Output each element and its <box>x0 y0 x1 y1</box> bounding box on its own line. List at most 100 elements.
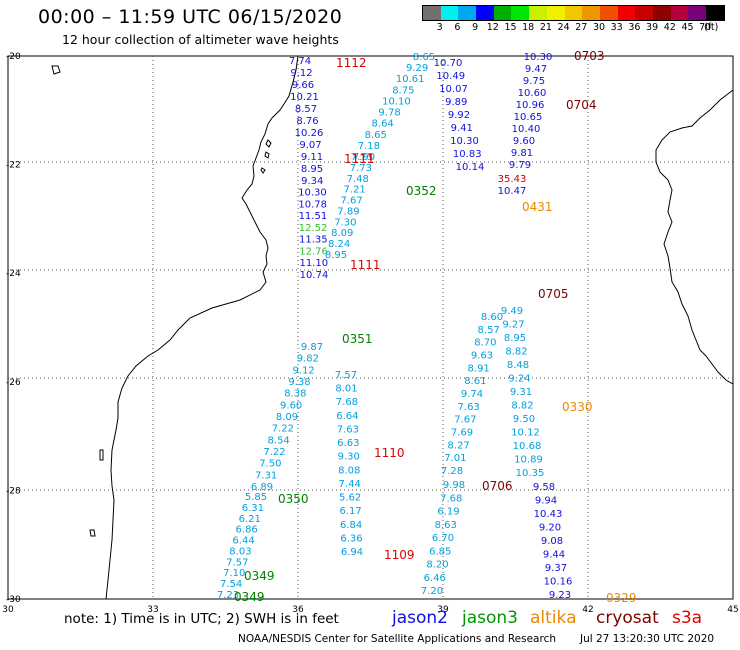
wave-height-value: 9.49 <box>501 306 523 317</box>
wave-height-value: 9.94 <box>535 496 557 507</box>
wave-height-value: 5.62 <box>339 493 361 504</box>
color-scale-tick: 15 <box>504 22 517 33</box>
track-time-label: 0431 <box>522 200 553 214</box>
wave-height-value: 8.09 <box>276 412 298 423</box>
wave-height-value: 7.23 <box>217 590 239 601</box>
wave-height-value: 8.82 <box>505 347 527 358</box>
wave-height-value: 9.66 <box>292 80 314 91</box>
color-swatch <box>476 6 494 20</box>
wave-height-value: 7.48 <box>347 174 369 185</box>
color-scale-tick: 27 <box>575 22 588 33</box>
wave-height-value: 9.31 <box>510 387 532 398</box>
island-icon <box>260 167 266 174</box>
legend-jason3: jason3 <box>462 608 518 628</box>
color-swatch <box>493 6 512 20</box>
color-swatch <box>546 6 565 20</box>
wave-height-value: 8.54 <box>268 435 290 446</box>
wave-height-value: 12.52 <box>299 223 328 234</box>
wave-height-value: 10.47 <box>498 186 527 197</box>
wave-height-value: 7.18 <box>358 141 380 152</box>
wave-height-value: 9.38 <box>288 377 310 388</box>
wave-height-value: 9.47 <box>525 64 547 75</box>
wave-height-value: 10.30 <box>524 52 553 63</box>
credit-text: NOAA/NESDIS Center for Satellite Applica… <box>238 633 556 645</box>
wave-height-value: 10.49 <box>436 71 465 82</box>
wave-height-value: 9.24 <box>508 374 530 385</box>
wave-height-value: 8.95 <box>325 250 347 261</box>
color-scale-tick: 36 <box>628 22 641 33</box>
wave-height-value: 7.68 <box>336 397 358 408</box>
wave-height-value: 9.82 <box>297 354 319 365</box>
wave-height-value: 9.12 <box>290 68 312 79</box>
color-swatch <box>582 6 600 20</box>
color-scale-tick: 24 <box>557 22 570 33</box>
wave-height-value: 7.20 <box>421 586 443 597</box>
color-scale-tick: 6 <box>454 22 461 33</box>
color-scale-tick: 21 <box>539 22 552 33</box>
wave-height-value: 7.21 <box>344 185 366 196</box>
wave-height-value: 10.14 <box>456 162 485 173</box>
legend-s3a: s3a <box>672 608 703 628</box>
wave-height-value: 7.57 <box>226 557 248 568</box>
wave-height-value: 9.58 <box>533 482 555 493</box>
wave-height-value: 10.35 <box>516 468 545 479</box>
color-scale-tick: 30 <box>592 22 606 33</box>
color-scale-tick: 12 <box>486 22 499 33</box>
wave-height-value: 10.16 <box>544 577 573 588</box>
wave-height-value: 8.64 <box>372 119 394 130</box>
wave-height-value: 10.74 <box>300 270 329 281</box>
wave-height-value: 8.65 <box>413 52 435 63</box>
wave-height-value: 8.82 <box>511 401 533 412</box>
wave-height-value: 8.95 <box>301 164 323 175</box>
wave-height-value: 8.91 <box>468 363 490 374</box>
track-time-label: 0349 <box>244 569 275 583</box>
wave-height-value: 10.70 <box>434 58 463 69</box>
wave-height-value: 7.67 <box>340 196 362 207</box>
wave-height-value: 10.78 <box>298 199 327 210</box>
lat-tick-label: -24 <box>6 269 21 279</box>
wave-height-value: 10.10 <box>382 96 411 107</box>
track-time-label: 0329 <box>606 591 637 605</box>
wave-height-value: 9.60 <box>280 400 302 411</box>
track-time-label: 0703 <box>574 49 605 63</box>
color-scale-bar <box>422 5 725 21</box>
wave-height-value: 11.35 <box>299 235 328 246</box>
wave-height-value: 8.61 <box>464 376 486 387</box>
wave-height-value: 12.76 <box>299 246 328 257</box>
wave-height-value: 8.24 <box>328 239 350 250</box>
coastline-mozambique <box>105 55 299 600</box>
wave-height-value: 10.21 <box>290 92 319 103</box>
wave-height-value: 10.12 <box>511 428 540 439</box>
color-swatch <box>670 6 689 20</box>
page-title: 00:00 – 11:59 UTC 06/15/2020 <box>38 6 343 28</box>
wave-height-value: 9.75 <box>523 76 545 87</box>
wave-height-value: 8.38 <box>284 389 306 400</box>
wave-height-value: 7.69 <box>451 428 473 439</box>
lat-tick-label: -28 <box>6 486 21 496</box>
wave-height-value: 11.51 <box>299 211 328 222</box>
wave-height-value: 8.48 <box>507 360 529 371</box>
wave-height-value: 9.60 <box>513 136 535 147</box>
wave-height-value: 8.27 <box>448 440 470 451</box>
wave-height-value: 6.19 <box>437 507 459 518</box>
track-time-label: 1112 <box>336 56 367 70</box>
wave-height-value: 6.44 <box>232 536 254 547</box>
wave-height-value: 6.46 <box>424 573 446 584</box>
track-time-label: 0349 <box>234 590 265 604</box>
wave-height-value: 7.63 <box>337 424 359 435</box>
wave-height-value: 9.63 <box>471 351 493 362</box>
legend-cryosat: cryosat <box>596 608 659 628</box>
wave-height-value: 9.37 <box>545 563 567 574</box>
wave-height-value: 7.54 <box>220 579 242 590</box>
track-time-label: 0705 <box>538 287 569 301</box>
track-time-label: 0351 <box>342 332 373 346</box>
wave-height-value: 7.30 <box>334 217 356 228</box>
wave-height-value: 8.01 <box>335 384 357 395</box>
track-time-label: 0706 <box>482 479 513 493</box>
color-swatch <box>617 6 636 20</box>
color-scale-ticks: 3 6 9 12 15 18 21 24 27 30 33 36 39 42 45 70 <box>422 22 732 36</box>
wave-height-value: 9.50 <box>513 414 535 425</box>
wave-height-value: 8.08 <box>338 465 360 476</box>
wave-height-value: 7.74 <box>289 56 311 67</box>
wave-height-value: 7.57 <box>335 370 357 381</box>
